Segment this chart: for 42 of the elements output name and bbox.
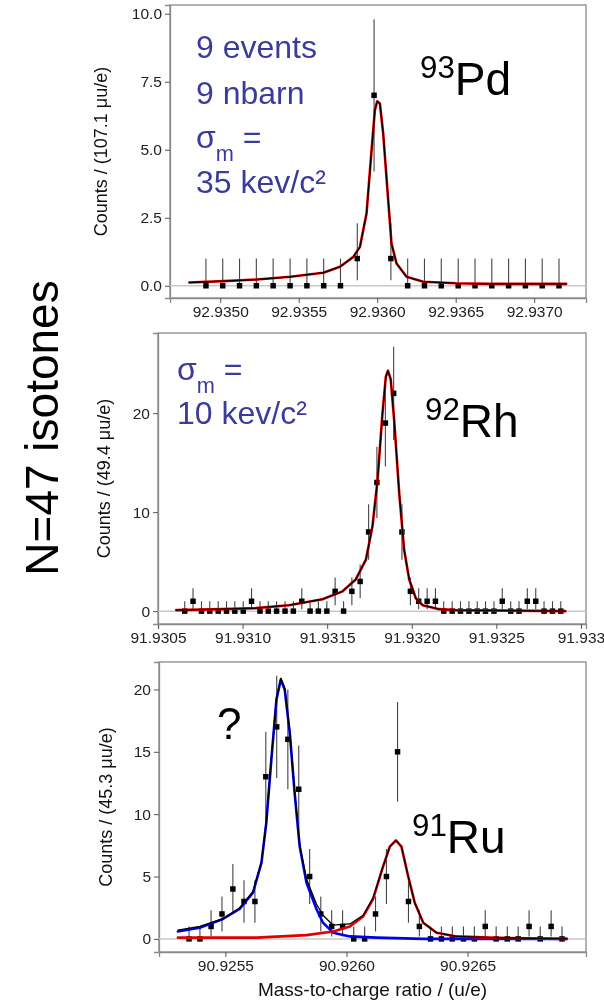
- x-tick-label: 90.9255: [197, 957, 254, 975]
- x-tick-label: 90.9260: [318, 957, 376, 975]
- y-axis-title: Counts / (49.4 μu/e): [94, 398, 114, 559]
- y-tick-label: 0.0: [140, 277, 163, 295]
- x-tick-label: 91.9305: [130, 629, 187, 647]
- y-tick-label: 0: [142, 930, 152, 948]
- text: N=47 isotones: [16, 280, 68, 576]
- y-tick-label: 5: [142, 868, 151, 885]
- x-tick-label: 91.9320: [384, 629, 441, 647]
- x-tick-label: 92.9370: [506, 303, 564, 321]
- y-tick-label: 7.5: [140, 73, 162, 91]
- x-tick-label: 91.9315: [299, 629, 356, 647]
- annotation: 35 kev/c²: [196, 164, 327, 200]
- y-tick-label: 2.5: [140, 209, 162, 227]
- annotation: $^{93}$Pd: [420, 49, 512, 105]
- x-tick-label: 91.933: [557, 629, 604, 647]
- x-tick-label: 90.9265: [440, 957, 497, 975]
- y-axis-title: Counts / (45.3 μu/e): [96, 727, 116, 887]
- annotation: σ$_{m}$ =: [196, 119, 262, 166]
- y-tick-label: 5.0: [140, 141, 163, 159]
- y-tick-label: 10.0: [131, 5, 163, 23]
- x-tick-label: 92.9360: [349, 303, 407, 321]
- annotation: σ$_{m}$ =: [177, 351, 243, 398]
- y-tick-label: 15: [133, 743, 151, 761]
- y-tick-label: 10: [132, 503, 151, 521]
- y-tick-label: 20: [133, 680, 152, 698]
- annotation: $^{92}$Rh: [425, 391, 519, 447]
- y-tick-label: 20: [132, 404, 151, 422]
- x-axis-title: Mass-to-charge ratio / (u/e): [257, 979, 488, 1000]
- annotation: 9 events: [196, 29, 317, 65]
- y-axis-title: Counts / (107.1 μu/e): [91, 66, 111, 237]
- x-tick-label: 92.9365: [428, 303, 485, 321]
- y-tick-label: 0: [141, 602, 151, 620]
- annotation: 10 kev/c²: [177, 395, 308, 431]
- annotation: ?: [217, 699, 242, 748]
- y-tick-label: 10: [133, 805, 152, 823]
- x-tick-label: 91.9325: [468, 629, 525, 647]
- x-tick-label: 92.9350: [192, 303, 250, 321]
- x-tick-label: 91.9310: [215, 629, 272, 647]
- annotation: 9 nbarn: [196, 75, 305, 111]
- x-tick-label: 92.9355: [271, 303, 328, 321]
- annotation: $^{91}$Ru: [412, 807, 506, 863]
